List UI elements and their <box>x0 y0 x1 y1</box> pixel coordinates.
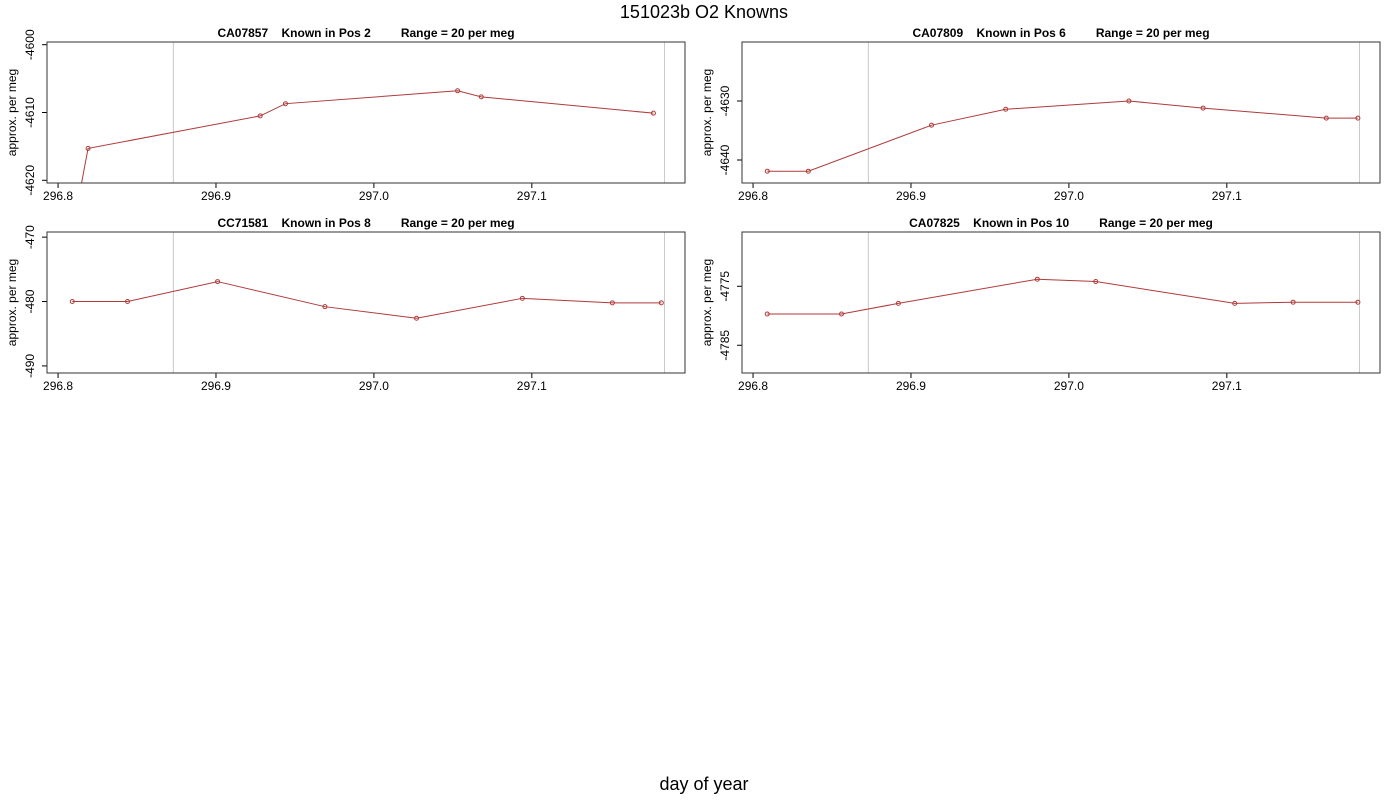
plot-frame <box>741 231 1381 374</box>
x-tick-label: 296.8 <box>43 379 73 393</box>
data-line <box>81 90 654 183</box>
y-tick-label: -4630 <box>718 85 732 116</box>
y-axis-label: approx. per meg <box>700 69 714 156</box>
data-point <box>257 113 263 119</box>
y-tick-label: -490 <box>23 354 37 378</box>
data-point <box>1290 299 1296 305</box>
panel-title: CC71581 Known in Pos 8 Range = 20 per me… <box>217 216 514 230</box>
data-point <box>478 94 484 100</box>
data-point <box>1200 105 1206 111</box>
y-axis-label: approx. per meg <box>5 259 19 346</box>
y-tick-label: -470 <box>23 225 37 249</box>
data-point <box>764 168 770 174</box>
x-tick-label: 297.1 <box>517 379 547 393</box>
panel: CA07809 Known in Pos 6 Range = 20 per me… <box>700 26 1381 203</box>
x-tick-label: 297.1 <box>517 189 547 203</box>
data-point <box>215 279 221 285</box>
data-point <box>519 295 525 301</box>
y-tick-label: -480 <box>23 289 37 313</box>
y-axis-label: approx. per meg <box>5 69 19 156</box>
data-point <box>85 145 91 151</box>
data-point <box>895 300 901 306</box>
y-tick-label: -4620 <box>23 165 37 196</box>
panel: CA07825 Known in Pos 10 Range = 20 per m… <box>700 216 1381 393</box>
y-tick-label: -4775 <box>718 271 732 302</box>
panel: CA07857 Known in Pos 2 Range = 20 per me… <box>5 26 686 203</box>
x-tick-label: 296.8 <box>738 189 768 203</box>
data-point <box>1034 276 1040 282</box>
plot-frame <box>46 41 686 184</box>
data-point <box>282 101 288 107</box>
data-point <box>805 168 811 174</box>
data-point <box>1323 115 1329 121</box>
x-tick-label: 296.9 <box>201 379 231 393</box>
x-tick-label: 296.9 <box>896 189 926 203</box>
data-point <box>69 299 75 305</box>
x-tick-label: 296.9 <box>896 379 926 393</box>
x-axis-label: day of year <box>659 774 748 794</box>
data-point <box>414 315 420 321</box>
x-tick-label: 297.0 <box>1054 379 1084 393</box>
data-point <box>929 122 935 128</box>
data-point <box>125 299 131 305</box>
x-tick-label: 297.1 <box>1212 189 1242 203</box>
x-tick-label: 296.9 <box>201 189 231 203</box>
data-line <box>767 100 1358 172</box>
data-point <box>322 304 328 310</box>
data-point <box>609 300 615 306</box>
y-tick-label: -4785 <box>718 330 732 361</box>
data-point <box>1126 98 1132 104</box>
data-point <box>764 311 770 317</box>
data-line <box>767 278 1358 315</box>
page-title: 151023b O2 Knowns <box>620 2 788 22</box>
panel-title: CA07809 Known in Pos 6 Range = 20 per me… <box>912 26 1209 40</box>
y-tick-label: -4610 <box>23 97 37 128</box>
data-point <box>1093 279 1099 285</box>
data-point <box>78 188 82 192</box>
panel-title: CA07857 Known in Pos 2 Range = 20 per me… <box>217 26 514 40</box>
plot-frame <box>741 41 1381 184</box>
x-tick-label: 297.0 <box>359 189 389 203</box>
data-point <box>1003 106 1009 112</box>
data-point <box>838 311 844 317</box>
data-line <box>72 281 662 319</box>
x-tick-label: 296.8 <box>738 379 768 393</box>
data-point <box>1355 115 1361 121</box>
panel-title: CA07825 Known in Pos 10 Range = 20 per m… <box>909 216 1213 230</box>
data-point <box>455 88 461 94</box>
x-tick-label: 297.0 <box>359 379 389 393</box>
data-point <box>650 110 656 116</box>
data-point <box>1355 299 1361 305</box>
x-tick-label: 296.8 <box>43 189 73 203</box>
y-tick-label: -4640 <box>718 144 732 175</box>
data-point <box>1232 300 1238 306</box>
plot-frame <box>46 231 686 374</box>
panel: CC71581 Known in Pos 8 Range = 20 per me… <box>5 216 686 393</box>
x-tick-label: 297.0 <box>1054 189 1084 203</box>
y-tick-label: -4600 <box>23 29 37 60</box>
x-tick-label: 297.1 <box>1212 379 1242 393</box>
data-point <box>658 300 664 306</box>
y-axis-label: approx. per meg <box>700 259 714 346</box>
